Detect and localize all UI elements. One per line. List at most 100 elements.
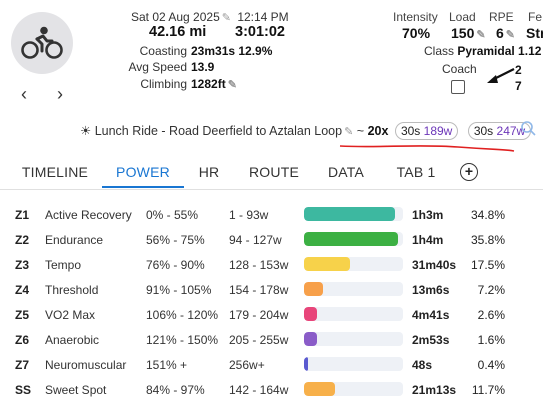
zone-time: 48s	[412, 358, 433, 372]
zone-name: Anaerobic	[45, 333, 100, 347]
zone-bar	[304, 232, 403, 246]
search-icon[interactable]	[520, 120, 538, 138]
zone-row[interactable]: Z5 VO2 Max 106% - 120% 179 - 204w 4m41s 2.6%	[0, 307, 543, 332]
pencil-icon[interactable]: ✎	[227, 79, 237, 91]
tab-power[interactable]: POWER	[102, 158, 184, 188]
tab-route[interactable]: ROUTE	[249, 164, 299, 180]
zone-watts-range: 1 - 93w	[229, 208, 269, 222]
sun-icon: ☀	[80, 124, 92, 138]
zone-watts-range: 179 - 204w	[229, 308, 289, 322]
zone-bar-fill	[304, 232, 399, 246]
load-value[interactable]: 150 ✎	[451, 25, 486, 41]
load-amount: 150	[451, 25, 475, 41]
activity-type-avatar[interactable]	[11, 12, 73, 74]
coach-count-2: 7	[515, 79, 522, 93]
zone-time: 13m6s	[412, 283, 450, 297]
coasting-value: 23m31s 12.9%	[191, 44, 273, 58]
zone-watts-range: 256w+	[229, 358, 265, 372]
zone-bar	[304, 307, 403, 321]
activity-title-row[interactable]: ☀ Lunch Ride - Road Deerfield to Aztalan…	[80, 122, 532, 140]
zone-share: 11.7%	[471, 383, 505, 397]
zone-code: Z7	[15, 358, 30, 372]
previous-activity-button[interactable]: ‹	[21, 84, 27, 104]
zone-bar-fill	[304, 257, 350, 271]
interval-reps: 20x	[367, 124, 389, 138]
class-label: Class	[424, 44, 455, 58]
class-row: Class Pyramidal 1.12	[424, 44, 541, 58]
zone-time: 1h3m	[412, 208, 444, 222]
pill-duration: 30s	[473, 124, 494, 138]
pencil-icon[interactable]: ✎	[505, 29, 516, 41]
zone-time: 31m40s	[412, 258, 457, 272]
zone-bar-fill	[304, 332, 318, 346]
interval-pill-1[interactable]: 30s 189w	[394, 122, 459, 140]
zone-percent-range: 121% - 150%	[146, 333, 219, 347]
zone-code: Z6	[15, 333, 30, 347]
zone-watts-range: 128 - 153w	[229, 258, 289, 272]
zone-percent-range: 0% - 55%	[146, 208, 199, 222]
zone-share: 2.6%	[477, 308, 505, 322]
zone-name: Tempo	[45, 258, 82, 272]
rpe-value[interactable]: 6 ✎	[496, 25, 515, 41]
next-activity-button[interactable]: ›	[57, 84, 63, 104]
pencil-icon[interactable]: ✎	[344, 126, 354, 138]
rpe-amount: 6	[496, 25, 504, 41]
pencil-icon[interactable]: ✎	[476, 29, 486, 41]
interval-approx: ~	[356, 124, 365, 138]
zone-row[interactable]: SS Sweet Spot 84% - 97% 142 - 164w 21m13s 11.…	[0, 382, 543, 407]
zone-code: Z3	[15, 258, 30, 272]
zone-row[interactable]: Z4 Threshold 91% - 105% 154 - 178w 13m6s 7.2%	[0, 282, 543, 307]
climbing-amount: 1282ft	[191, 77, 226, 91]
feel-value[interactable]: Str	[526, 25, 543, 41]
zone-bar-fill	[304, 357, 308, 371]
activity-datetime[interactable]: Sat 02 Aug 2025 ✎ 12:14 PM	[131, 10, 289, 24]
tab-timeline[interactable]: TIMELINE	[21, 164, 89, 180]
intensity-label: Intensity	[393, 10, 438, 24]
duration-value: 3:01:02	[235, 24, 285, 40]
cyclist-icon	[21, 26, 63, 59]
zone-watts-range: 154 - 178w	[229, 283, 289, 297]
climbing-value[interactable]: 1282ft ✎	[191, 77, 237, 91]
zone-share: 35.8%	[470, 233, 505, 247]
zone-percent-range: 106% - 120%	[146, 308, 219, 322]
zone-watts-range: 142 - 164w	[229, 383, 289, 397]
zone-name: Active Recovery	[45, 208, 132, 222]
zone-name: Neuromuscular	[45, 358, 127, 372]
zone-row[interactable]: Z3 Tempo 76% - 90% 128 - 153w 31m40s 17.5%	[0, 257, 543, 282]
avg-speed-value: 13.9	[191, 60, 215, 74]
avg-speed-label: Avg Speed	[128, 60, 188, 74]
tab-hr[interactable]: HR	[198, 164, 220, 180]
pill-duration: 30s	[400, 124, 421, 138]
interval-pill-2[interactable]: 30s 247w	[467, 122, 532, 140]
class-value: Pyramidal 1.12	[457, 44, 542, 58]
zone-code: SS	[15, 383, 32, 397]
zone-row[interactable]: Z7 Neuromuscular 151% + 256w+ 48s 0.4%	[0, 357, 543, 382]
zone-share: 7.2%	[477, 283, 505, 297]
plus-circle-icon[interactable]: +	[460, 163, 478, 181]
zone-bar-fill	[304, 207, 396, 221]
feel-label: Fe	[528, 10, 543, 24]
tab-data[interactable]: DATA	[327, 164, 365, 180]
coach-checkbox[interactable]	[451, 80, 465, 94]
annotation-arrow-icon	[487, 68, 515, 83]
zone-name: Endurance	[45, 233, 104, 247]
zone-percent-range: 84% - 97%	[146, 383, 205, 397]
zone-name: Sweet Spot	[45, 383, 107, 397]
load-label: Load	[449, 10, 476, 24]
zone-percent-range: 91% - 105%	[146, 283, 212, 297]
zone-code: Z2	[15, 233, 30, 247]
zone-bar	[304, 357, 403, 371]
coach-label: Coach	[442, 62, 477, 76]
zone-share: 34.8%	[470, 208, 505, 222]
zone-row[interactable]: Z2 Endurance 56% - 75% 94 - 127w 1h4m 35.8%	[0, 232, 543, 257]
zone-watts-range: 205 - 255w	[229, 333, 289, 347]
zone-share: 17.5%	[470, 258, 505, 272]
distance-value: 42.16 mi	[149, 24, 207, 40]
zone-time: 21m13s	[412, 383, 457, 397]
zone-row[interactable]: Z6 Anaerobic 121% - 150% 205 - 255w 2m53s 1.6…	[0, 332, 543, 357]
tab-tab-1[interactable]: TAB 1	[396, 164, 436, 180]
coasting-label: Coasting	[139, 44, 187, 58]
pencil-icon[interactable]: ✎	[221, 12, 231, 24]
zone-name: VO2 Max	[45, 308, 96, 322]
zone-row[interactable]: Z1 Active Recovery 0% - 55% 1 - 93w 1h3m 34.8…	[0, 207, 543, 232]
